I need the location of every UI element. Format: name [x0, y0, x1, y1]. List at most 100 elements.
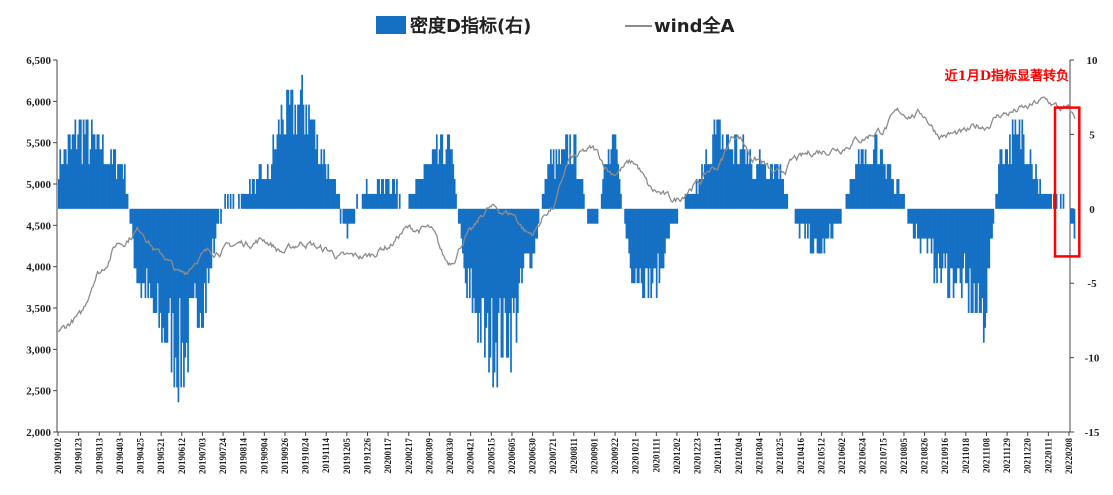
- density-d-bar: [88, 164, 90, 209]
- density-d-bar: [647, 208, 650, 299]
- density-d-bar: [728, 149, 731, 209]
- density-d-bar: [739, 149, 742, 209]
- density-d-bar: [703, 164, 706, 209]
- density-d-bar: [424, 164, 427, 209]
- density-d-bar: [632, 208, 635, 284]
- density-d-bar: [745, 164, 747, 209]
- density-d-bar: [695, 179, 698, 209]
- x-tick-label: 20200630: [528, 438, 538, 475]
- x-tick-label: 20201223: [693, 438, 703, 475]
- density-d-bar: [261, 179, 264, 209]
- right-tick-label: -5: [1087, 278, 1097, 290]
- density-d-bar: [363, 193, 365, 209]
- density-d-bar: [283, 134, 286, 209]
- density-d-bar: [500, 208, 503, 358]
- density-d-bar: [1040, 193, 1043, 209]
- density-d-bar: [839, 208, 842, 224]
- x-tick-label: 20190521: [156, 438, 166, 475]
- density-d-bar: [396, 179, 398, 209]
- density-d-bar: [686, 193, 688, 209]
- density-d-bar: [125, 193, 128, 209]
- x-tick-label: 20210805: [899, 438, 909, 475]
- wind-all-a-line: [57, 96, 1076, 333]
- density-d-bar: [669, 208, 672, 224]
- x-tick-label: 20220208: [1064, 438, 1074, 475]
- density-d-bar: [629, 208, 632, 269]
- density-d-bar: [848, 193, 850, 209]
- density-d-bar: [640, 208, 643, 284]
- x-tick-label: 20190904: [259, 438, 269, 475]
- density-d-bar: [82, 119, 85, 209]
- density-d-bar: [782, 179, 784, 209]
- density-d-bar: [1069, 208, 1072, 224]
- density-d-bar: [929, 208, 932, 239]
- legend-bar-label: 密度D指标(右): [410, 15, 531, 37]
- density-d-bar: [823, 208, 826, 254]
- density-d-bar: [369, 193, 372, 209]
- density-d-bar: [166, 208, 169, 343]
- density-d-bar: [919, 208, 922, 254]
- density-d-bar: [706, 164, 709, 209]
- density-d-bar: [477, 208, 479, 343]
- left-tick-label: 3,000: [26, 344, 51, 356]
- density-d-bar: [361, 193, 364, 209]
- x-tick-label: 20200421: [466, 438, 476, 475]
- density-d-bar: [856, 164, 859, 209]
- density-d-bar: [665, 208, 668, 239]
- density-d-bar: [147, 208, 150, 299]
- density-d-bar: [545, 179, 548, 209]
- density-d-bar: [107, 164, 110, 209]
- x-tick-label: 20200605: [507, 438, 517, 475]
- density-d-bar: [808, 208, 811, 224]
- density-d-bar: [603, 164, 606, 209]
- density-d-bar: [315, 149, 317, 209]
- density-d-bar: [606, 164, 609, 209]
- density-d-bar: [827, 208, 830, 239]
- density-d-bar: [595, 208, 598, 224]
- density-d-bar: [1046, 193, 1048, 209]
- density-d-bar: [912, 208, 915, 239]
- density-d-bar: [670, 208, 673, 224]
- density-d-bar: [572, 164, 574, 209]
- density-d-bar: [747, 164, 750, 209]
- density-d-bar: [453, 179, 456, 209]
- density-d-bar: [914, 208, 916, 239]
- density-d-bar: [497, 208, 500, 313]
- density-d-bar: [529, 208, 532, 269]
- density-d-bar: [673, 208, 676, 224]
- density-d-bar: [910, 208, 912, 224]
- density-d-bar: [668, 208, 670, 239]
- x-tick-label: 20190123: [74, 438, 84, 475]
- density-d-bar: [1035, 164, 1037, 209]
- density-d-bar: [319, 164, 321, 209]
- density-d-bar: [636, 208, 639, 284]
- density-d-bar: [699, 179, 702, 209]
- density-d-bar: [185, 208, 188, 343]
- density-d-bar: [169, 208, 172, 299]
- legend-bar-swatch: [376, 16, 406, 34]
- density-d-bar: [317, 164, 320, 209]
- density-d-bar: [431, 149, 434, 209]
- density-d-bar: [567, 164, 570, 209]
- density-d-bar: [379, 193, 382, 209]
- density-d-bar: [97, 134, 100, 209]
- density-d-bar: [466, 208, 468, 299]
- density-d-bar: [859, 164, 861, 209]
- density-d-bar: [944, 208, 947, 269]
- density-d-bar: [1073, 208, 1076, 239]
- density-d-bar: [1000, 149, 1003, 209]
- density-d-bar: [1020, 149, 1022, 209]
- density-d-bar: [95, 149, 97, 209]
- density-d-bar: [294, 104, 297, 209]
- density-d-bar: [849, 179, 852, 209]
- density-d-bar: [73, 134, 75, 209]
- density-d-bar: [1021, 119, 1024, 209]
- density-d-bar: [971, 208, 974, 313]
- density-d-bar: [522, 208, 525, 269]
- density-d-bar: [339, 208, 342, 224]
- density-d-bar: [776, 164, 779, 209]
- density-d-bar: [167, 208, 170, 313]
- density-d-bar: [807, 208, 809, 239]
- right-tick-label: 10: [1087, 55, 1099, 67]
- density-d-bar: [350, 208, 353, 224]
